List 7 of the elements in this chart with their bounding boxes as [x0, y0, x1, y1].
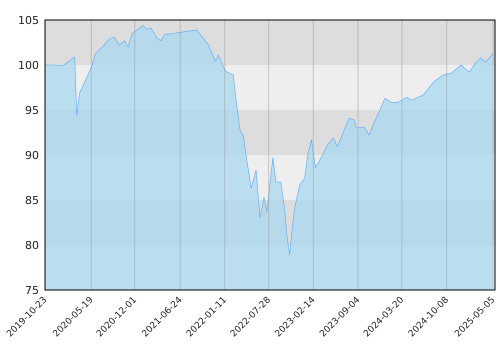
- y-tick-label: 85: [25, 194, 39, 207]
- y-tick-label: 90: [25, 148, 39, 162]
- y-tick-label: 100: [18, 58, 39, 72]
- y-tick-label: 105: [18, 14, 39, 27]
- y-tick-label: 75: [25, 284, 39, 297]
- y-tick-label: 95: [25, 104, 39, 117]
- y-tick-label: 80: [25, 238, 39, 252]
